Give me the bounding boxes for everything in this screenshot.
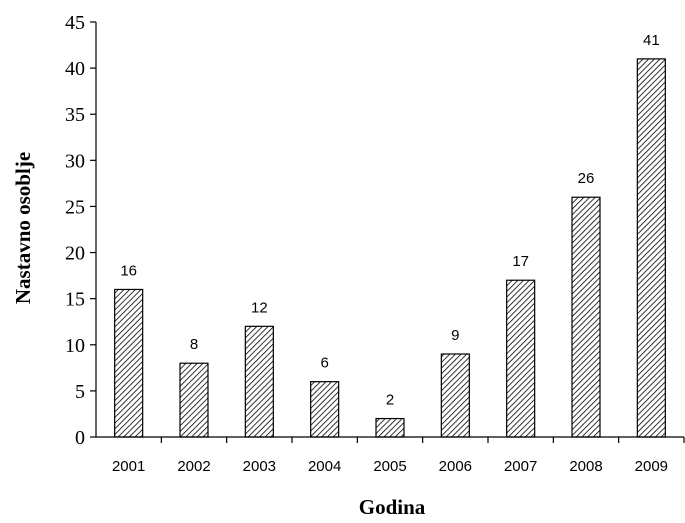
y-tick-label: 30 (65, 150, 85, 172)
y-axis-title: Nastavno osoblje (11, 152, 35, 304)
bar-2003 (244, 325, 274, 438)
data-label-2003: 12 (251, 299, 268, 316)
data-label-2008: 26 (578, 170, 595, 187)
bar-2006 (440, 353, 470, 438)
y-axis-ticks: 0 5 10 15 20 25 30 35 40 45 (65, 12, 96, 449)
y-tick-label: 25 (65, 196, 85, 218)
bar-2002 (179, 362, 209, 438)
y-tick-label: 40 (65, 58, 85, 80)
x-axis-ticks: 2001 2002 2003 2004 2005 2006 2007 2008 2009 (112, 437, 685, 475)
x-tick-label-2004: 2004 (308, 458, 341, 475)
y-tick-label: 45 (65, 12, 85, 34)
data-label-2009: 41 (643, 32, 660, 49)
x-axis-title: Godina (359, 495, 426, 519)
bar-2001 (114, 288, 144, 438)
x-tick-label-2001: 2001 (112, 458, 145, 475)
bar-2009 (636, 58, 666, 438)
data-label-2004: 6 (320, 355, 328, 372)
x-tick-label-2007: 2007 (504, 458, 537, 475)
x-tick-label-2005: 2005 (373, 458, 406, 475)
bars-group (114, 58, 666, 438)
bar-2005 (375, 417, 405, 438)
y-tick-label: 15 (65, 289, 85, 311)
data-labels-group: 16 8 12 6 2 9 17 26 41 (120, 32, 659, 409)
bar-2004 (310, 381, 340, 438)
x-tick-label-2008: 2008 (569, 458, 602, 475)
data-label-2006: 9 (451, 327, 459, 344)
y-tick-label: 5 (75, 381, 85, 403)
y-tick-label: 20 (65, 243, 85, 265)
data-label-2002: 8 (190, 336, 198, 353)
x-tick-label-2003: 2003 (243, 458, 276, 475)
x-tick-label-2006: 2006 (439, 458, 472, 475)
bar-2008 (571, 196, 601, 438)
y-tick-label: 10 (65, 335, 85, 357)
data-label-2007: 17 (512, 253, 529, 270)
x-tick-label-2002: 2002 (177, 458, 210, 475)
data-label-2005: 2 (386, 392, 394, 409)
data-label-2001: 16 (120, 262, 137, 279)
bar-2007 (506, 279, 536, 438)
y-tick-label: 35 (65, 104, 85, 126)
x-tick-label-2009: 2009 (635, 458, 668, 475)
y-tick-label: 0 (75, 427, 85, 449)
